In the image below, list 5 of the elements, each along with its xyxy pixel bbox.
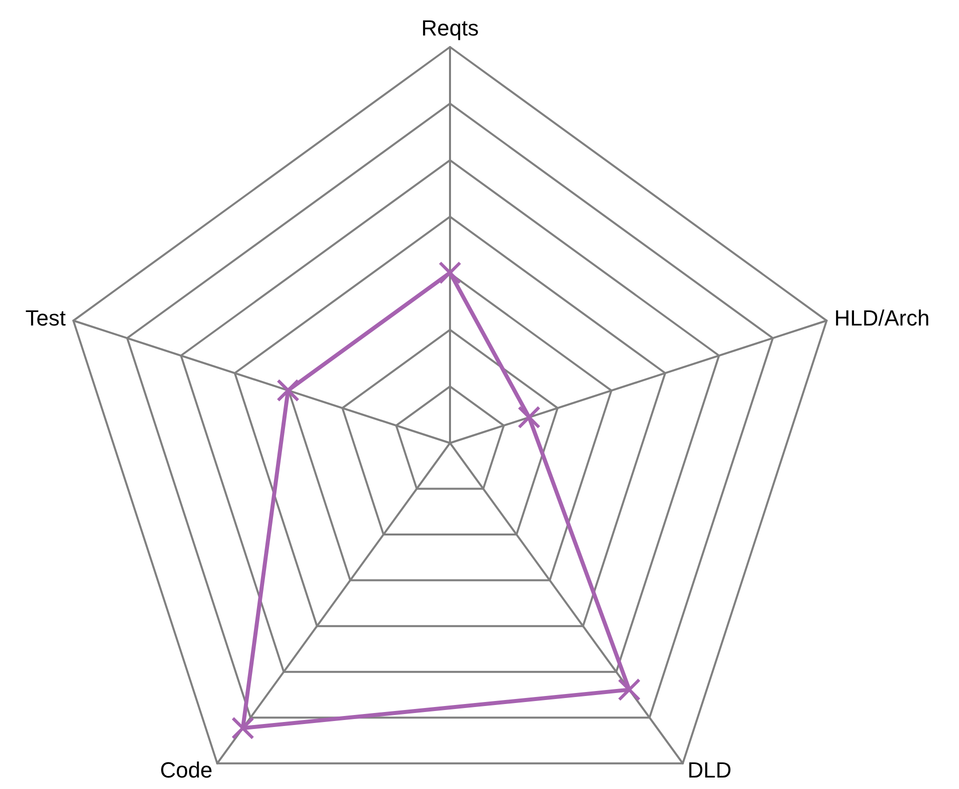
spoke-label: HLD/Arch xyxy=(834,306,930,331)
spoke-label: Test xyxy=(25,306,66,331)
spoke-label: DLD xyxy=(687,757,732,782)
spoke-label: Reqts xyxy=(421,16,479,40)
spoke-label: Code xyxy=(160,757,213,782)
